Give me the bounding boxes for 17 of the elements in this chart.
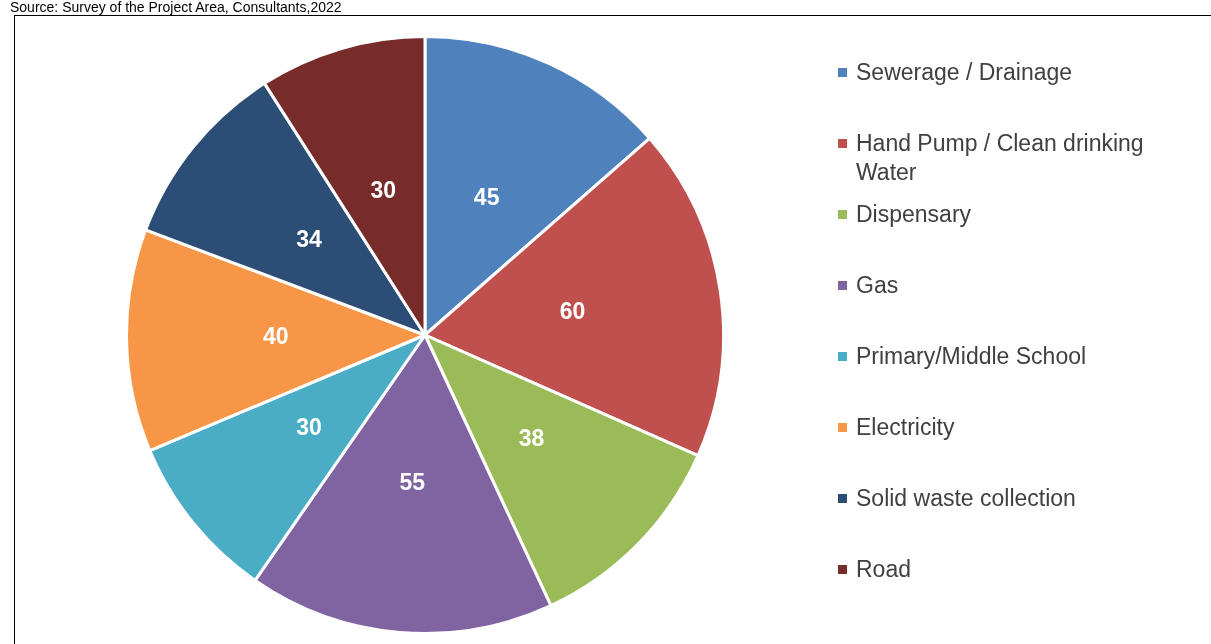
data-label: 40 <box>262 323 289 350</box>
legend-label: Road <box>856 555 911 584</box>
legend-label: Electricity <box>856 413 955 442</box>
data-label: 30 <box>370 177 396 204</box>
source-note: Source: Survey of the Project Area, Consultants,2022 <box>10 0 342 15</box>
data-label: 55 <box>399 469 426 496</box>
legend-label: Dispensary <box>856 200 972 229</box>
legend-label: Solid waste collection <box>856 484 1076 513</box>
legend-label: Gas <box>856 271 899 300</box>
data-label: 30 <box>296 414 322 441</box>
legend-label: Primary/Middle School <box>856 342 1087 371</box>
data-label: 34 <box>296 226 323 253</box>
legend-label: Sewerage / Drainage <box>856 58 1073 87</box>
data-label: 60 <box>559 297 586 324</box>
data-label: 45 <box>473 184 500 211</box>
data-label: 38 <box>518 424 545 451</box>
legend-label: Hand Pump / Clean drinking Water <box>856 129 1145 187</box>
